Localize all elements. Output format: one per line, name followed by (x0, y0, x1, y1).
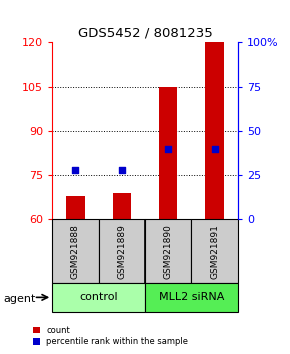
Point (212, 146, 217, 152)
Bar (52, 283, 145, 312)
Bar (113, 193, 131, 219)
Title: GDS5452 / 8081235: GDS5452 / 8081235 (78, 27, 212, 40)
Bar (205, 42, 224, 219)
Text: agent: agent (3, 294, 35, 304)
Bar (145, 283, 238, 312)
Bar (191, 219, 238, 283)
Text: GSM921889: GSM921889 (117, 224, 126, 279)
Text: GSM921890: GSM921890 (164, 224, 173, 279)
Text: GSM921891: GSM921891 (210, 224, 219, 279)
Text: control: control (79, 292, 118, 302)
Point (73, 167, 78, 173)
Bar (99, 219, 145, 283)
Bar (52, 219, 99, 283)
Bar (66, 196, 85, 219)
Text: MLL2 siRNA: MLL2 siRNA (159, 292, 224, 302)
Point (119, 167, 124, 173)
Legend: count, percentile rank within the sample: count, percentile rank within the sample (33, 326, 188, 346)
Text: GSM921888: GSM921888 (71, 224, 80, 279)
Bar (159, 87, 177, 219)
Point (166, 146, 171, 152)
Bar (145, 219, 191, 283)
